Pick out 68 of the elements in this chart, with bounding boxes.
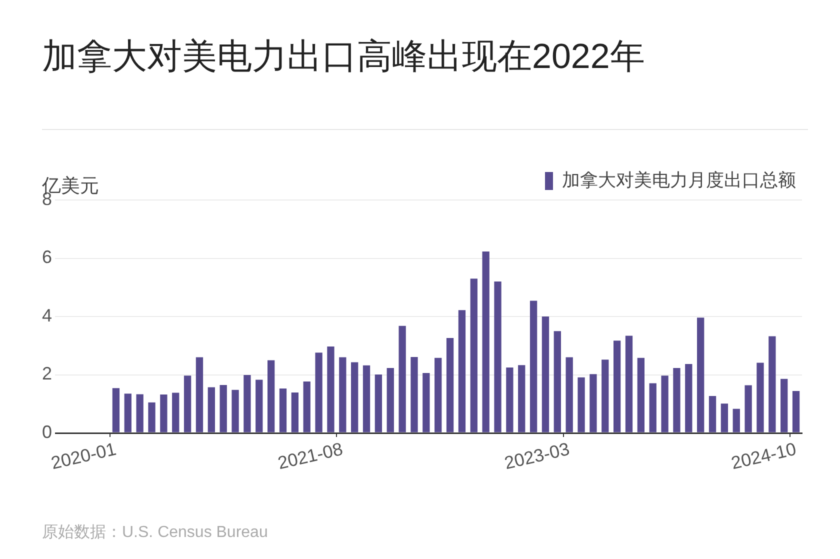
bar <box>732 408 740 432</box>
y-tick-label: 2 <box>42 364 52 384</box>
bar <box>506 367 514 432</box>
bar <box>220 384 227 432</box>
bar <box>780 378 788 432</box>
bar <box>530 300 538 432</box>
bar <box>768 336 776 432</box>
bar <box>482 252 490 432</box>
bar <box>315 352 322 432</box>
bar <box>446 338 454 432</box>
bar <box>244 375 251 432</box>
bar <box>124 394 132 432</box>
bar <box>184 376 192 432</box>
bar <box>673 368 680 432</box>
bar <box>470 278 478 432</box>
bar <box>720 404 728 432</box>
bar <box>112 388 120 432</box>
bar <box>744 385 752 432</box>
bar <box>208 387 215 432</box>
y-tick-label: 4 <box>42 305 52 326</box>
bar <box>590 374 597 432</box>
text: 原始数据：U.S. Census Bureau <box>42 523 268 543</box>
bar <box>792 391 800 432</box>
bar <box>518 365 526 432</box>
bar <box>351 362 358 432</box>
bar <box>566 357 573 432</box>
bar <box>649 383 656 432</box>
bar <box>708 396 716 432</box>
bar <box>602 360 609 432</box>
bar <box>362 365 370 432</box>
bar <box>386 368 394 432</box>
x-tick-label: 2023-03 <box>502 438 572 474</box>
bar <box>398 326 406 432</box>
legend-label: 加拿大对美电力月度出口总额 <box>562 170 796 190</box>
bar <box>494 282 502 432</box>
x-tick-label: 2024-10 <box>729 438 798 474</box>
bar <box>422 373 430 432</box>
bar <box>554 331 561 432</box>
x-tick-label: 2021-08 <box>276 438 345 474</box>
bar <box>434 358 442 432</box>
bar <box>661 376 668 432</box>
bar <box>196 357 204 432</box>
bar <box>327 346 334 432</box>
bar <box>685 364 692 432</box>
bar <box>172 392 180 432</box>
bar <box>578 377 585 432</box>
bar <box>542 316 550 432</box>
bar <box>637 358 645 432</box>
chart-title: 加拿大对美电力出口高峰出现在2022年 <box>42 36 645 78</box>
bar <box>458 310 466 432</box>
bar <box>160 394 168 432</box>
bar <box>303 381 310 432</box>
bar <box>410 356 418 432</box>
bar <box>232 390 239 432</box>
bar <box>613 340 621 432</box>
y-tick-label: 6 <box>42 247 52 268</box>
bar <box>625 336 633 432</box>
y-tick-label: 0 <box>42 422 52 442</box>
bar <box>136 394 144 432</box>
bar <box>291 392 299 432</box>
bar <box>756 362 764 432</box>
bar <box>697 318 704 432</box>
bar <box>374 374 382 432</box>
bar <box>279 388 287 432</box>
bar <box>256 380 263 432</box>
bar <box>267 360 275 432</box>
bar <box>339 357 346 432</box>
bar <box>148 402 156 432</box>
